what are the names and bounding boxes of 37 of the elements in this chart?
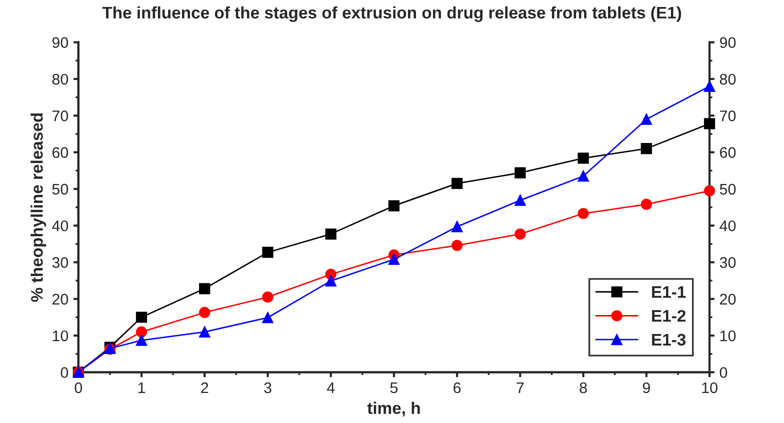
- x-tick-label: 10: [702, 382, 718, 394]
- y2-tick-label: 80: [720, 74, 736, 85]
- x-tick-label: 1: [138, 382, 146, 394]
- y-tick-label: 20: [52, 294, 68, 305]
- y2-tick-label: 0: [720, 367, 728, 378]
- x-tick-label: 7: [516, 382, 524, 394]
- y2-tick-label: 20: [720, 294, 736, 305]
- y-tick-label: 50: [52, 184, 68, 195]
- y-axis-title: % theophylline released: [30, 113, 46, 302]
- x-tick-label: 5: [390, 382, 398, 394]
- y2-tick-label: 50: [720, 184, 736, 195]
- y-tick-label: 0: [60, 367, 68, 378]
- y-tick-label: 10: [52, 330, 68, 342]
- y2-tick-label: 40: [720, 220, 736, 232]
- x-tick-label: 3: [264, 382, 272, 394]
- y2-tick-label: 30: [720, 257, 736, 268]
- x-axis-title: time, h: [367, 402, 420, 416]
- y2-tick-label: 70: [720, 110, 736, 122]
- legend-label: E1-2: [652, 310, 686, 322]
- y-tick-label: 40: [52, 220, 68, 232]
- y2-tick-label: 60: [720, 147, 736, 158]
- x-tick-label: 2: [201, 382, 208, 394]
- y2-tick-label: 90: [720, 37, 736, 48]
- legend-label: E1-3: [652, 334, 686, 346]
- y-tick-label: 30: [52, 257, 68, 268]
- y-tick-label: 60: [52, 147, 68, 158]
- x-tick-label: 4: [326, 382, 335, 394]
- x-tick-label: 8: [580, 382, 587, 394]
- legend-label: E1-1: [652, 286, 686, 298]
- x-tick-label: 9: [642, 382, 650, 394]
- y-tick-label: 70: [52, 110, 68, 122]
- y2-tick-label: 10: [720, 330, 736, 342]
- x-tick-label: 6: [454, 382, 461, 394]
- chart-title: The influence of the stages of extrusion on drug release from tablets (E1): [102, 6, 682, 22]
- y-tick-label: 80: [52, 74, 68, 85]
- x-tick-label: 0: [74, 382, 82, 394]
- y-tick-label: 90: [52, 37, 68, 48]
